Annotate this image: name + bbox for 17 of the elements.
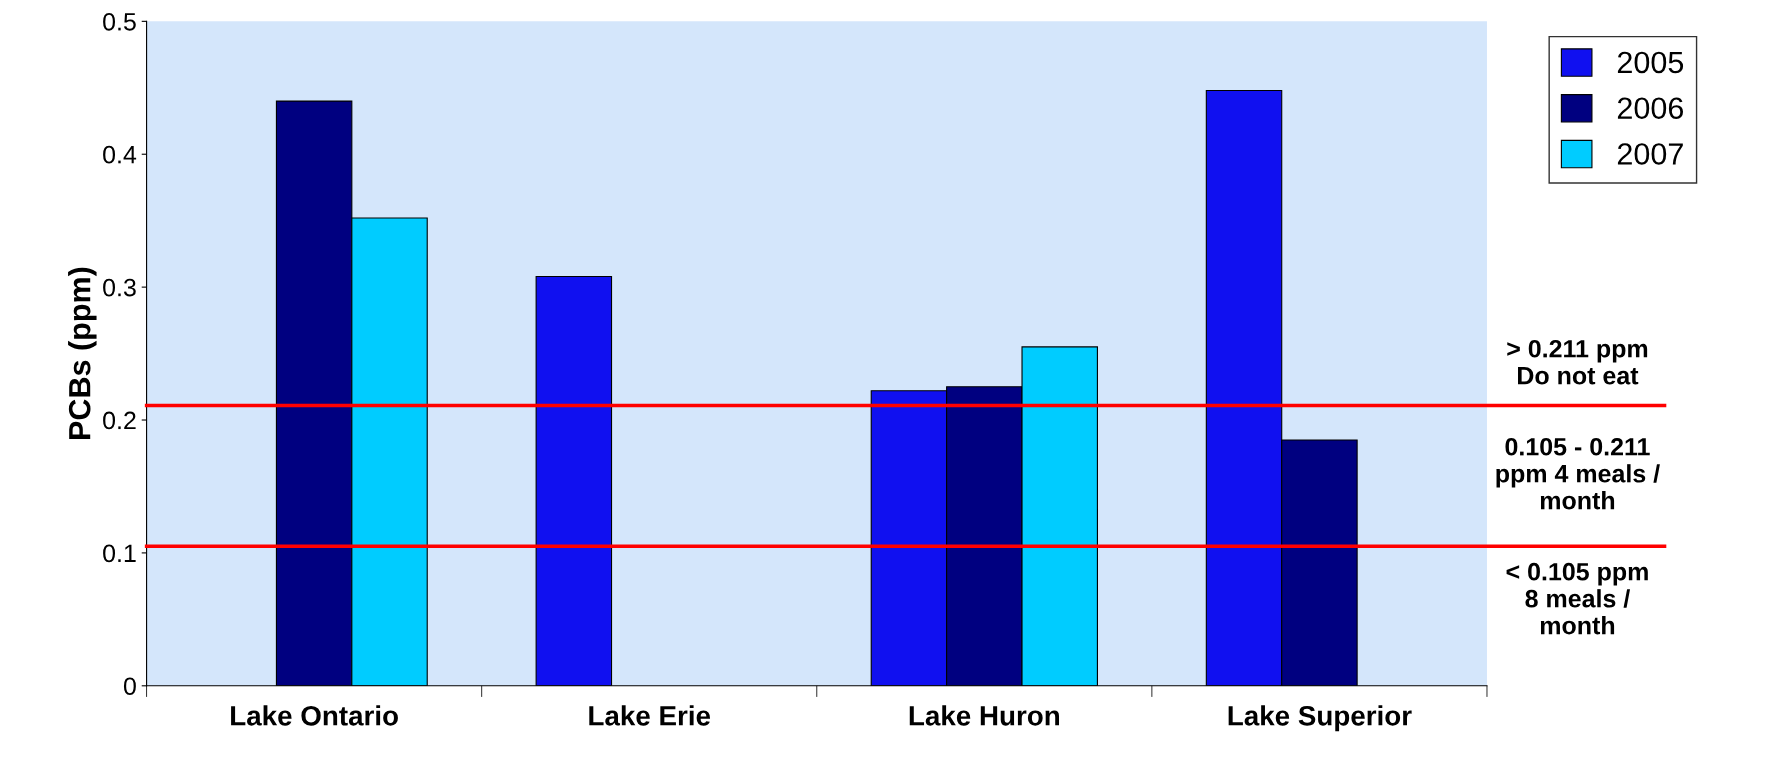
y-tick-label: 0 [123,677,136,696]
text: < 0.105 ppm 8 meals / month [1506,562,1648,635]
x-tick-label: Lake Erie [589,705,711,726]
y-tick-label: 0.1 [103,544,136,563]
y-tick-label: 0.3 [103,278,136,297]
y-tick-label: 0.4 [103,145,137,164]
y-tick-label: 0.2 [103,411,136,430]
ref-line-label: 0.105 - 0.211 ppm 4 meals / month [1496,437,1660,510]
legend-label: 2006 [1617,97,1684,120]
x-tick-label: Lake Superior [1228,705,1412,732]
y-tick-label: 0.5 [103,12,136,31]
x-tick-label: Lake Ontario [231,705,398,726]
x-tick-label: Lake Huron [909,705,1060,726]
legend-label: 2005 [1617,51,1684,74]
ref-line-label: > 0.211 ppm Do not eat [1507,339,1648,385]
y-axis-title: PCBs (ppm) [68,267,97,439]
legend-label: 2007 [1617,143,1683,165]
